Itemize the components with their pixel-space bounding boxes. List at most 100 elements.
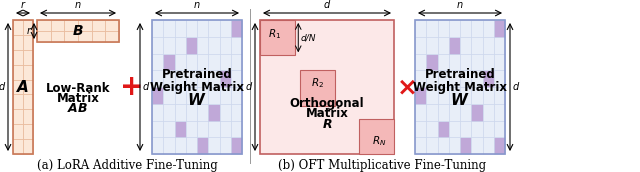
Text: (b) OFT Multiplicative Fine-Tuning: (b) OFT Multiplicative Fine-Tuning — [278, 159, 486, 171]
Bar — [231, 121, 242, 137]
Bar — [426, 104, 438, 121]
Bar — [106, 20, 119, 31]
Bar — [438, 53, 449, 70]
Bar — [23, 124, 33, 139]
Text: d: d — [0, 82, 5, 92]
Bar — [426, 20, 438, 37]
Text: Matrix: Matrix — [56, 92, 99, 105]
Bar — [260, 20, 295, 55]
Bar — [208, 20, 220, 37]
Bar — [231, 104, 242, 121]
Bar — [51, 31, 65, 42]
Bar — [13, 124, 23, 139]
Text: Orthogonal: Orthogonal — [290, 97, 364, 110]
Bar — [483, 70, 493, 87]
Text: $\boldsymbol{W}$: $\boldsymbol{W}$ — [188, 92, 207, 108]
Text: d/N: d/N — [300, 33, 316, 42]
Bar — [13, 139, 23, 154]
Bar — [13, 80, 23, 94]
Bar — [438, 104, 449, 121]
Bar — [186, 37, 197, 53]
Bar — [78, 20, 92, 31]
Bar — [152, 20, 163, 37]
Bar — [483, 87, 493, 104]
Text: r: r — [21, 1, 25, 10]
Bar — [23, 35, 33, 50]
Bar — [438, 70, 449, 87]
Bar — [438, 137, 449, 154]
Bar — [13, 35, 23, 50]
Text: n: n — [457, 1, 463, 10]
Bar — [197, 37, 208, 53]
Text: d: d — [513, 82, 519, 92]
Bar — [175, 37, 186, 53]
Bar — [471, 104, 483, 121]
Bar — [426, 137, 438, 154]
Bar — [65, 20, 78, 31]
Bar — [152, 53, 163, 70]
Bar — [13, 65, 23, 80]
Bar — [92, 20, 106, 31]
Bar — [175, 121, 186, 137]
Bar — [23, 109, 33, 124]
Bar — [415, 87, 426, 104]
Bar — [415, 121, 426, 137]
Bar — [231, 20, 242, 37]
Bar — [220, 70, 231, 87]
Bar — [359, 119, 394, 154]
Bar — [426, 53, 438, 70]
Bar — [163, 70, 175, 87]
Text: d: d — [324, 1, 330, 10]
Text: Low-Rank: Low-Rank — [45, 82, 110, 94]
Bar — [186, 87, 197, 104]
Bar — [13, 94, 23, 109]
Text: d: d — [143, 82, 149, 92]
Bar — [208, 53, 220, 70]
Bar — [460, 53, 471, 70]
Bar — [231, 137, 242, 154]
Bar — [186, 121, 197, 137]
Bar — [231, 87, 242, 104]
Bar — [460, 137, 471, 154]
Bar — [471, 121, 483, 137]
Bar — [415, 53, 426, 70]
Bar — [163, 137, 175, 154]
Bar — [415, 37, 426, 53]
Bar — [438, 20, 449, 37]
Bar — [483, 20, 493, 37]
Bar — [65, 31, 78, 42]
Bar — [438, 37, 449, 53]
Bar — [175, 20, 186, 37]
Bar — [152, 121, 163, 137]
Bar — [23, 50, 33, 65]
Text: $\boldsymbol{R_1}$: $\boldsymbol{R_1}$ — [268, 27, 282, 41]
Bar — [493, 20, 505, 37]
Bar — [208, 137, 220, 154]
Bar — [13, 20, 23, 35]
Bar — [163, 121, 175, 137]
Bar — [186, 104, 197, 121]
Bar — [471, 87, 483, 104]
Bar — [220, 104, 231, 121]
Bar — [163, 104, 175, 121]
Bar — [175, 70, 186, 87]
Text: $\boldsymbol{R_2}$: $\boldsymbol{R_2}$ — [311, 76, 324, 90]
Bar — [231, 53, 242, 70]
Bar — [493, 121, 505, 137]
Bar — [426, 87, 438, 104]
Bar — [106, 31, 119, 42]
Bar — [493, 53, 505, 70]
Bar — [483, 137, 493, 154]
Bar — [449, 20, 460, 37]
Bar — [175, 137, 186, 154]
Bar — [220, 137, 231, 154]
Bar — [415, 104, 426, 121]
Bar — [37, 31, 51, 42]
Bar — [460, 104, 471, 121]
Bar — [13, 109, 23, 124]
Bar — [197, 20, 208, 37]
Bar — [152, 70, 163, 87]
Bar — [163, 20, 175, 37]
Bar — [231, 37, 242, 53]
Bar — [426, 37, 438, 53]
